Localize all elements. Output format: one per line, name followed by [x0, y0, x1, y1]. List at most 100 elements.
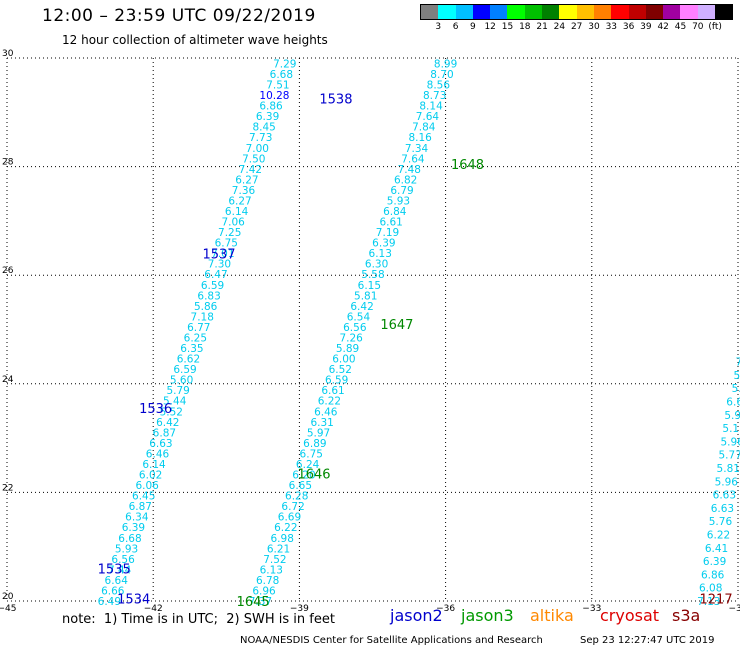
swh-value: 7.50 [242, 153, 265, 165]
swh-value: 8.70 [430, 69, 453, 81]
x-tick-label: −42 [144, 604, 163, 614]
y-tick-label: 20 [2, 592, 14, 602]
pass-number-label: 1537 [202, 247, 235, 262]
swh-value: 6.61 [726, 396, 740, 408]
swh-value: 6.22 [707, 529, 730, 541]
swh-value: 6.66 [101, 585, 125, 597]
swh-value: 6.86 [259, 101, 283, 113]
legend-label: 3 [435, 22, 442, 32]
swh-value: 6.06 [135, 480, 159, 492]
swh-value: 6.24 [296, 459, 320, 471]
legend-color-bar [420, 4, 734, 20]
legend-label: 42 [657, 22, 669, 32]
swh-value: 6.62 [177, 354, 200, 366]
x-tick-label: −36 [436, 604, 455, 614]
satellite-jason3: jason3 [461, 606, 514, 625]
swh-value: 5.96 [720, 436, 740, 448]
legend-swatch [472, 5, 491, 19]
satellite-altika: altika [530, 606, 574, 625]
swh-value: 5.86 [194, 301, 218, 313]
swh-value: 7.26 [339, 332, 363, 344]
swh-value: 7.18 [191, 311, 214, 323]
swh-value: 6.34 [125, 512, 149, 524]
swh-value: 6.27 [235, 174, 258, 186]
legend-label: 18 [519, 22, 531, 32]
swh-value: 6.52 [329, 364, 352, 376]
swh-value: 6.63 [713, 490, 736, 502]
swh-value: 7.52 [263, 554, 286, 566]
swh-value: 6.56 [111, 554, 135, 566]
satellite-s3a: s3a [672, 606, 701, 625]
legend-labels: 3 6 9 12 15 18 21 24 27 30 33 36 39 42 45 70 (ft) [420, 20, 733, 34]
note-text: note: 1) Time is in UTC; 2) SWH is in fe… [62, 612, 335, 627]
swh-value: 6.86 [701, 569, 725, 581]
swh-value: 7.48 [398, 164, 421, 176]
color-legend: 3 6 9 12 15 18 21 24 27 30 33 36 39 42 45 70 (ft) [420, 4, 734, 34]
pass-number-label: 1535 [98, 562, 131, 577]
swh-value: 6.39 [372, 238, 395, 250]
swh-value: 5.9 [732, 383, 740, 395]
swh-value: 7.37 [249, 596, 272, 608]
swh-value: 7.34 [405, 143, 429, 155]
swh-value: 6.20 [292, 470, 315, 482]
legend-swatch [697, 5, 716, 19]
swh-value: 5.77 [719, 450, 740, 462]
legend-swatch [559, 5, 577, 19]
satellite-jason2: jason2 [390, 606, 443, 625]
swh-value: 6.22 [274, 522, 297, 534]
swh-value: 5.81 [354, 290, 377, 302]
swh-value: 5.60 [170, 375, 193, 387]
swh-value: 6.68 [118, 533, 141, 545]
swh-value: 7.13 [697, 596, 720, 608]
swh-value: 6.75 [300, 448, 323, 460]
swh-value: 6.45 [132, 491, 155, 503]
swh-value: 7.36 [232, 185, 256, 197]
swh-value: 5.81 [717, 463, 740, 475]
legend-swatch [438, 5, 456, 19]
swh-value: 6.42 [156, 417, 179, 429]
swh-value: 6.56 [343, 322, 367, 334]
swh-value: 6.61 [379, 217, 402, 229]
timestamp-text: Sep 23 12:27:47 UTC 2019 [580, 635, 715, 646]
legend-swatch [715, 5, 733, 19]
credit-text: NOAA/NESDIS Center for Satellite Applica… [240, 635, 543, 646]
swh-value: 6.47 [204, 269, 227, 281]
legend-label: 9 [470, 22, 476, 32]
swh-value: 6.00 [332, 354, 355, 366]
swh-value: 7.42 [239, 164, 262, 176]
swh-value: 5.5 [734, 370, 740, 382]
swh-value: 6.25 [184, 332, 207, 344]
legend-swatch [576, 5, 594, 19]
swh-value: 5.52 [160, 406, 183, 418]
swh-value: 7.00 [246, 143, 269, 155]
swh-value: 6.98 [271, 533, 294, 545]
legend-label: 70 [692, 22, 704, 32]
swh-value: 6.22 [318, 396, 341, 408]
swh-value: 8.56 [427, 80, 451, 92]
legend-swatch [593, 5, 612, 19]
swh-value: 7.25 [218, 227, 241, 239]
swh-value: 5.58 [361, 269, 384, 281]
pass-number-label: 1645 [237, 595, 270, 610]
y-tick-label: 26 [2, 266, 14, 276]
swh-value: 6.75 [215, 238, 238, 250]
pass-number-label: 1648 [451, 158, 484, 173]
swh-value: 5.79 [166, 385, 189, 397]
swh-value: 6.68 [270, 69, 293, 81]
swh-value: 6.35 [180, 343, 203, 355]
swh-value: 5.44 [163, 396, 187, 408]
swh-value: 5.89 [336, 343, 359, 355]
legend-label: 33 [605, 22, 618, 32]
legend-swatch [490, 5, 508, 19]
swh-value: 6.84 [383, 206, 407, 218]
swh-value: 6.13 [369, 248, 392, 260]
swh-value: 6.14 [225, 206, 249, 218]
legend-swatch [421, 5, 439, 19]
swh-value: 7.64 [401, 153, 425, 165]
swh-value: 6.28 [285, 491, 308, 503]
swh-value: 8.16 [408, 132, 432, 144]
swh-value: 7.19 [376, 227, 399, 239]
swh-value: 6.14 [142, 459, 166, 471]
x-tick-label: −39 [290, 604, 309, 614]
pass-number-label: 1536 [139, 402, 172, 417]
